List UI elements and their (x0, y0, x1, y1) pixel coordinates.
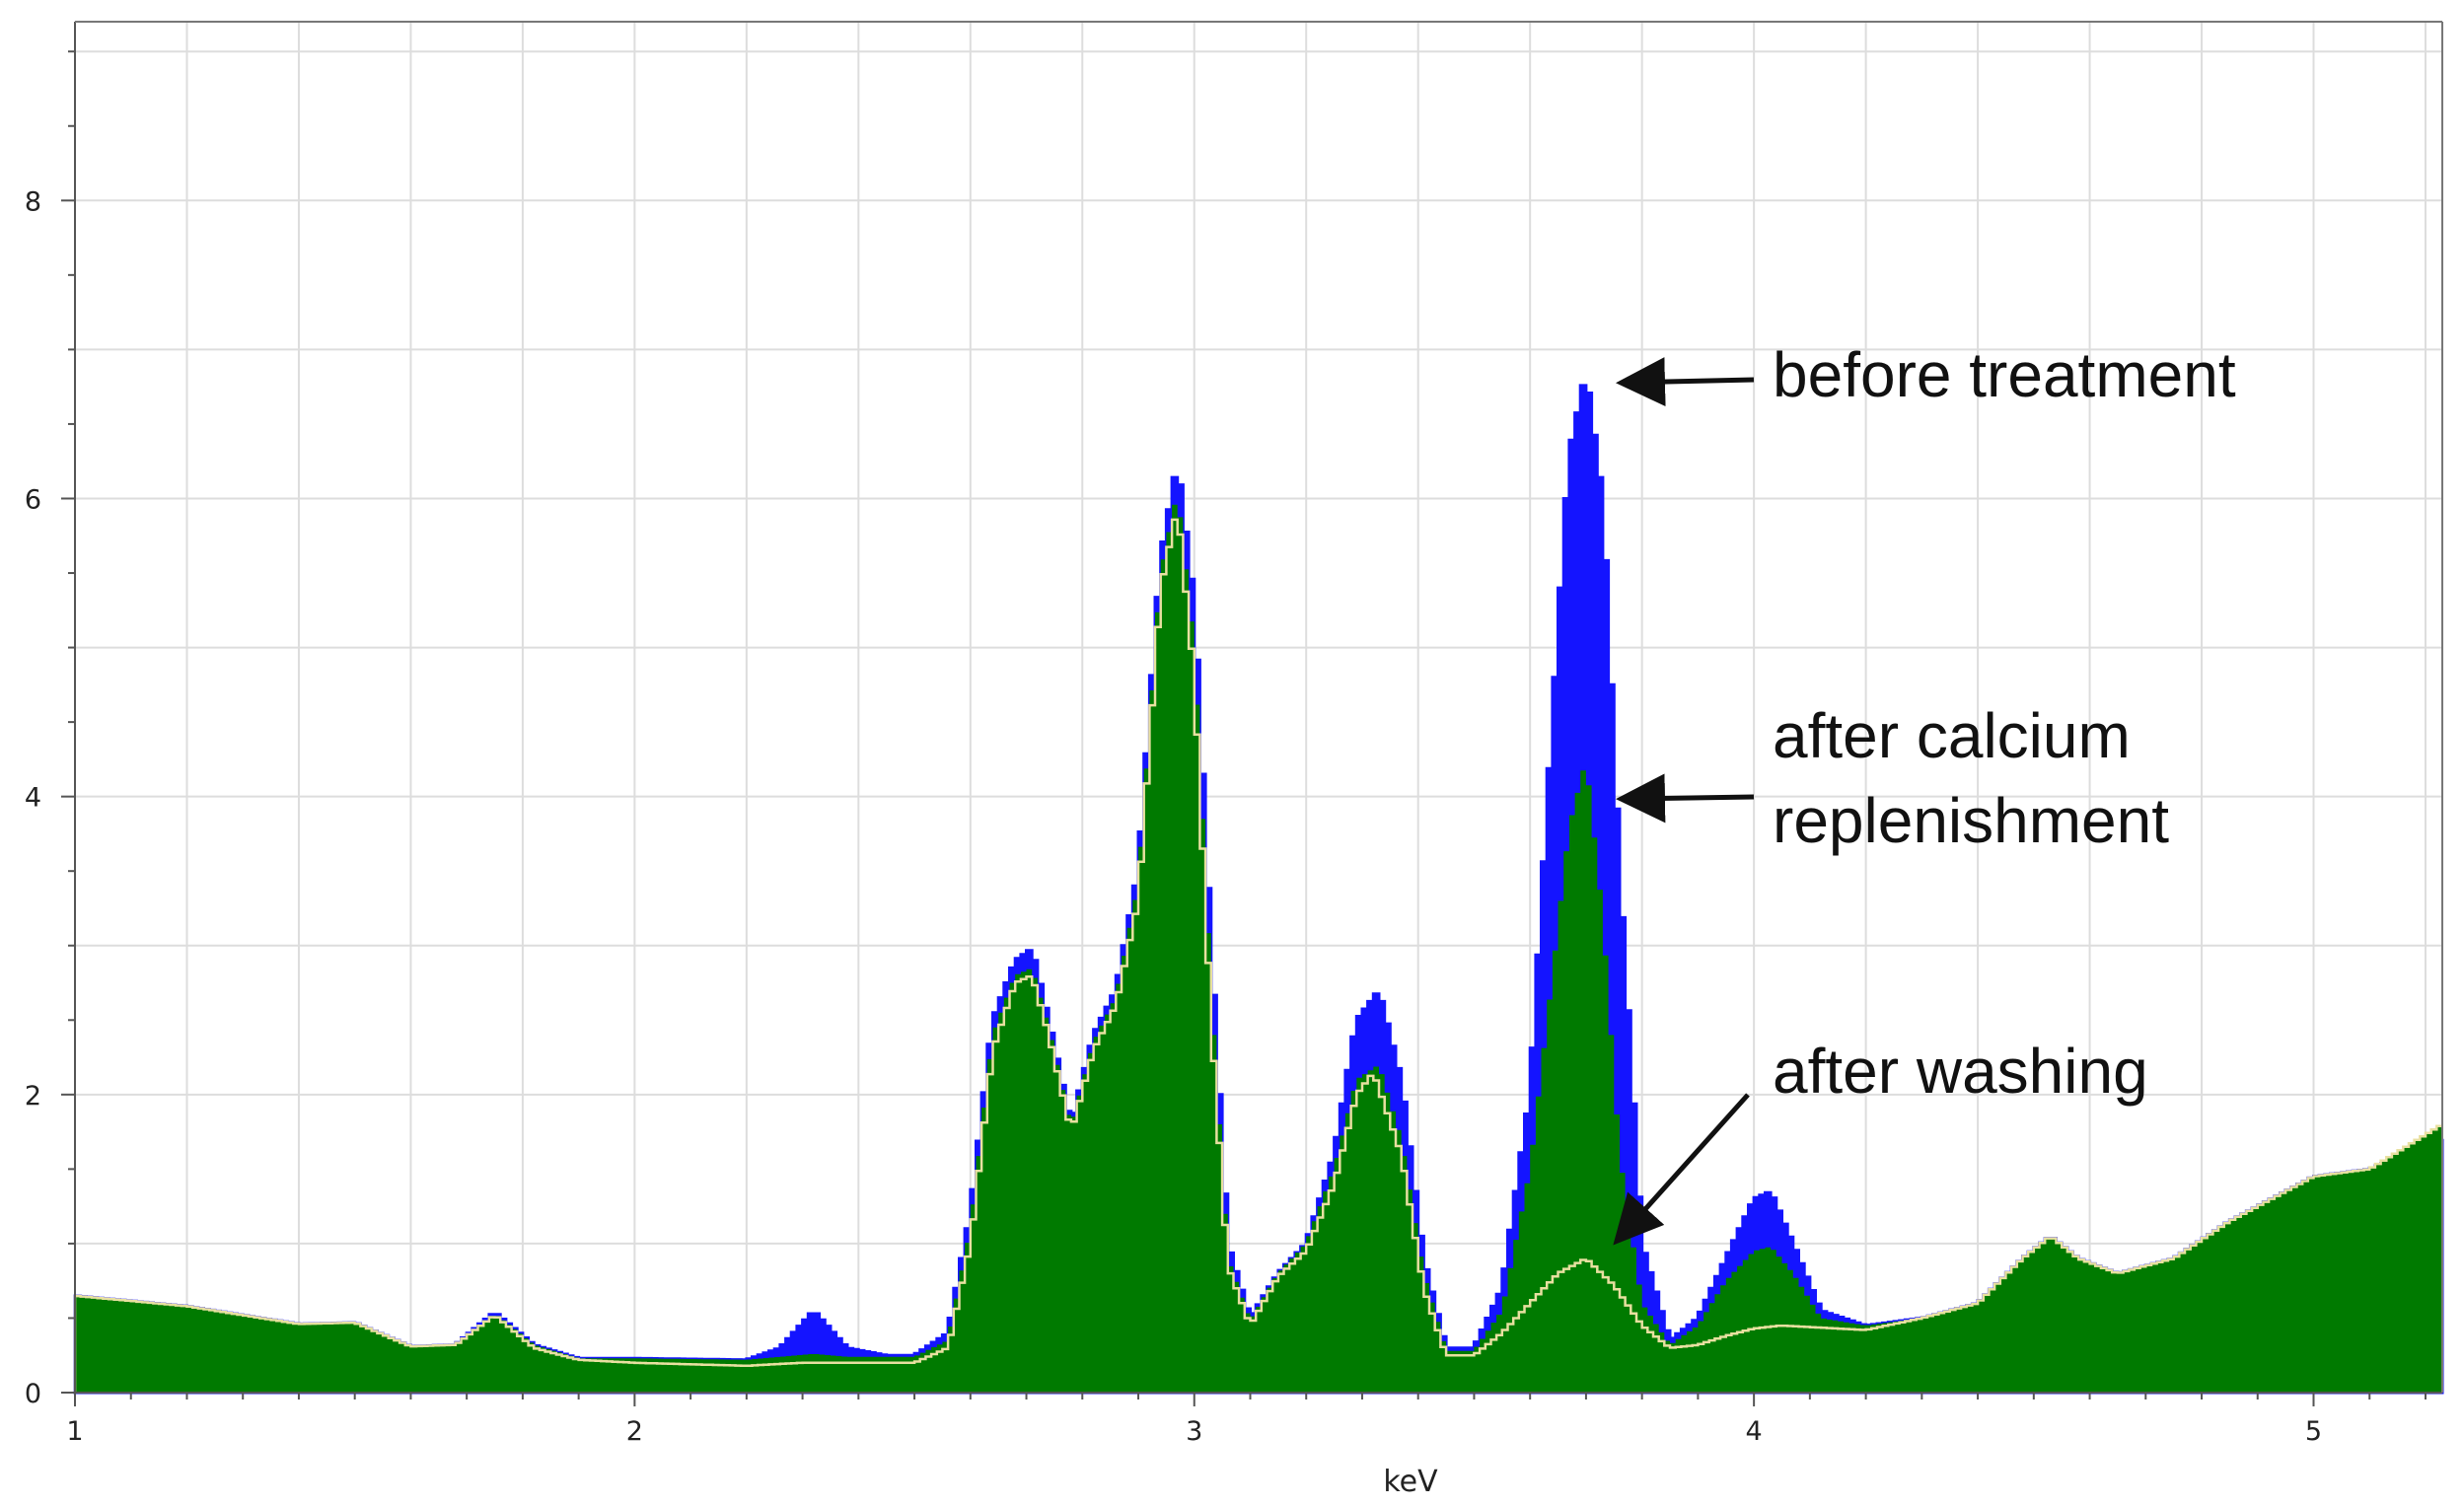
tick-labels: 1 2 3 4 5 0 2 4 6 8 (25, 186, 2322, 1447)
x-tick-label: 5 (2305, 1416, 2322, 1447)
series-after-calcium-replenishment (75, 504, 2442, 1393)
y-tick-label: 8 (25, 186, 41, 217)
y-tick-label: 2 (25, 1081, 41, 1112)
x-tick-label: 3 (1186, 1416, 1202, 1447)
x-tick-label: 1 (66, 1416, 83, 1447)
label-after-calcium-line2: replenishment (1773, 785, 2169, 856)
label-after-washing: after washing (1773, 1036, 2148, 1107)
arrow-after-calcium (1616, 773, 1755, 824)
y-tick-label: 0 (25, 1379, 41, 1409)
x-tick-label: 2 (626, 1416, 643, 1447)
arrow-after-washing (1613, 1093, 1750, 1246)
x-tick-label: 4 (1746, 1416, 1763, 1447)
arrow-before-treatment (1616, 357, 1755, 407)
label-after-calcium-line1: after calcium (1773, 700, 2131, 771)
annotations: before treatment after calcium replenish… (1613, 339, 2236, 1246)
series-after-washing (73, 518, 2442, 1393)
y-tick-label: 6 (25, 484, 41, 515)
x-axis-title: keV (1383, 1465, 1438, 1499)
series-layer (73, 384, 2444, 1395)
axes (74, 21, 2443, 1394)
plot-area (75, 22, 2442, 1393)
ticks (61, 50, 2427, 1406)
label-before-treatment: before treatment (1773, 339, 2236, 410)
y-tick-label: 4 (25, 783, 41, 814)
